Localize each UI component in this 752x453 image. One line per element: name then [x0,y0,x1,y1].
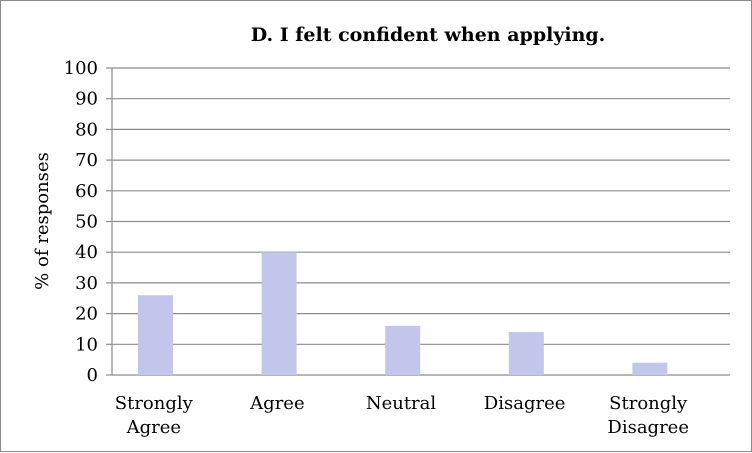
y-tick-label-40: 40 [75,242,98,263]
bar-0 [138,295,173,375]
bar-2 [385,325,421,375]
x-category-label-1: Agree [249,393,304,414]
y-tick-label-0: 0 [87,365,98,386]
y-tick-label-50: 50 [75,212,98,233]
x-category-label-4: Strongly Disagree [607,393,689,438]
gridlines [112,67,730,376]
y-tick-label-80: 80 [75,119,98,140]
x-category-label-2: Neutral [366,393,437,414]
y-axis-title: % of responses [32,152,53,290]
y-tick-label-90: 90 [75,89,98,110]
y-tick-label-60: 60 [75,181,98,202]
bar-3 [508,332,544,375]
bars [138,252,668,375]
y-tick-label-20: 20 [75,304,98,325]
y-tick-label-70: 70 [75,150,98,171]
x-category-label-0: Strongly Agree [115,393,194,438]
x-category-labels: Strongly Agree Agree Neutral Disagree Strongl… [115,393,689,438]
y-tick-label-10: 10 [75,334,98,355]
bar-1 [261,252,297,375]
x-category-label-3: Disagree [484,393,566,414]
chart-title: D. I felt confident when applying. [251,24,606,46]
y-tick-label-100: 100 [64,58,98,79]
bar-4 [632,362,668,375]
axes [106,67,113,376]
y-tick-label-30: 30 [75,273,98,294]
y-tick-labels: 0 10 20 30 40 50 60 70 80 90 100 [64,58,98,386]
